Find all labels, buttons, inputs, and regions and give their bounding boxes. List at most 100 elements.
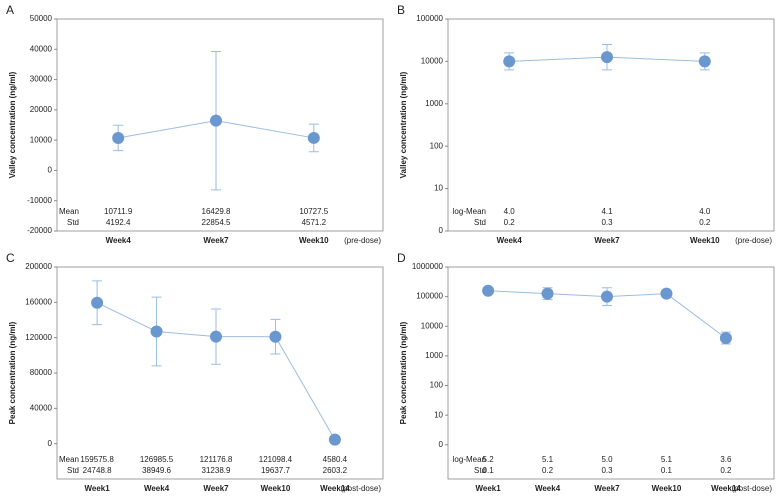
y-tick-label: 10 (434, 410, 443, 419)
y-tick-label: 80000 (30, 368, 53, 377)
plot-frame (447, 18, 775, 232)
stat-row-label: log-Mean (453, 455, 486, 464)
y-tick-label: 10000 (421, 321, 444, 330)
y-tick-label: 100000 (416, 292, 443, 301)
mean-point (601, 290, 613, 303)
y-tick-label: 200000 (25, 262, 52, 271)
y-axis-title: Valley concentration (ng/ml) (8, 71, 17, 178)
y-tick-label: 30000 (30, 75, 53, 84)
panel: B Valley concentration (ng/ml) 0 10 100 1000 1… (397, 3, 775, 245)
mean-point (210, 114, 222, 127)
x-tick-label: Week4 (497, 236, 523, 245)
y-tick-label: 0 (439, 226, 444, 235)
x-tick-label: Week14 (320, 484, 350, 493)
x-tick-label: Week14 (711, 484, 741, 493)
stat-value: 126985.5 (140, 455, 174, 464)
y-tick-label: 160000 (25, 297, 52, 306)
stat-value: 4580.4 (323, 455, 348, 464)
y-tick-label: 10 (434, 184, 443, 193)
stat-value: 0.1 (661, 466, 673, 475)
stat-value: 5.1 (542, 455, 554, 464)
mean-point (541, 287, 554, 300)
stat-value: 5.1 (661, 455, 673, 464)
x-tick-label: Week7 (594, 236, 620, 245)
mean-point (91, 296, 104, 309)
stat-value: 24748.8 (83, 466, 112, 475)
x-tick-label: Week7 (203, 484, 229, 493)
x-tick-label: Week4 (144, 484, 170, 493)
stat-value: 22854.5 (202, 218, 231, 227)
plot-frame (56, 18, 384, 232)
y-tick-label: 10000 (30, 135, 53, 144)
y-axis-title: Peak concentration (ng/ml) (8, 321, 17, 424)
y-tick-label: 20000 (30, 105, 53, 114)
y-tick-label: 40000 (30, 403, 53, 412)
stat-value: 121098.4 (259, 455, 293, 464)
y-tick-label: 100 (430, 141, 444, 150)
x-tick-label: Week10 (299, 236, 329, 245)
x-note: (pre-dose) (735, 236, 772, 245)
stat-value: 16429.8 (202, 207, 231, 216)
mean-point (660, 287, 673, 300)
stat-value: 4192.4 (106, 218, 131, 227)
stat-value: 5.2 (483, 455, 495, 464)
stat-value: 159575.8 (80, 455, 114, 464)
stat-value: 4571.2 (302, 218, 327, 227)
y-tick-label: 10000 (421, 57, 444, 66)
stat-value: 4.0 (504, 207, 516, 216)
mean-point (112, 131, 125, 144)
x-tick-label: Week1 (85, 484, 111, 493)
stat-value: 0.1 (483, 466, 495, 475)
x-tick-label: Week4 (106, 236, 132, 245)
panel-label: B (397, 3, 405, 17)
y-tick-label: 1000 (425, 351, 443, 360)
y-tick-label: 1000000 (412, 262, 444, 271)
stat-value: 3.6 (720, 455, 732, 464)
stat-row-label: log-Mean (453, 207, 486, 216)
stat-value: 0.3 (601, 466, 613, 475)
stat-row-label: Mean (59, 207, 79, 216)
x-tick-label: Week10 (261, 484, 291, 493)
mean-point (482, 284, 495, 297)
x-note: (pre-dose) (344, 236, 381, 245)
x-tick-label: Week10 (652, 484, 682, 493)
stat-row-label: Std (67, 466, 79, 475)
stat-value: 10727.5 (299, 207, 328, 216)
stat-value: 2603.2 (323, 466, 348, 475)
mean-point (307, 131, 320, 144)
x-tick-label: Week7 (594, 484, 620, 493)
y-tick-label: 0 (48, 439, 53, 448)
x-tick-label: Week4 (535, 484, 561, 493)
panel-label: C (6, 251, 15, 265)
y-tick-label: 0 (439, 440, 444, 449)
mean-point (150, 325, 163, 338)
mean-point (601, 51, 613, 64)
mean-point (719, 332, 732, 345)
stat-value: 19637.7 (261, 466, 290, 475)
x-tick-label: Week1 (476, 484, 502, 493)
stat-value: 0.2 (699, 218, 711, 227)
y-tick-label: -10000 (27, 196, 52, 205)
panel: D Peak concentration (ng/ml) 0 10 100 1000 100… (397, 251, 775, 493)
x-note: (post-dose) (341, 484, 382, 493)
y-tick-label: 100 (430, 381, 444, 390)
y-tick-label: 100000 (416, 14, 443, 23)
y-tick-label: 0 (48, 166, 53, 175)
y-tick-label: 50000 (30, 14, 53, 23)
stat-row-label: Mean (59, 455, 79, 464)
stat-value: 4.1 (601, 207, 613, 216)
panel-label: D (397, 251, 406, 265)
plot-frame (56, 266, 384, 480)
x-tick-label: Week7 (203, 236, 229, 245)
y-axis-title: Valley concentration (ng/ml) (399, 71, 408, 178)
panel: A Valley concentration (ng/ml) -20000 -1000… (6, 3, 384, 245)
y-tick-label: 40000 (30, 44, 53, 53)
stat-value: 38949.6 (142, 466, 171, 475)
panel: C Peak concentration (ng/ml) 0 40000 80000 12… (6, 251, 384, 493)
stat-row-label: Std (474, 218, 486, 227)
stat-value: 10711.9 (104, 207, 133, 216)
mean-point (269, 330, 282, 343)
mean-point (698, 55, 711, 68)
stat-value: 0.3 (601, 218, 613, 227)
